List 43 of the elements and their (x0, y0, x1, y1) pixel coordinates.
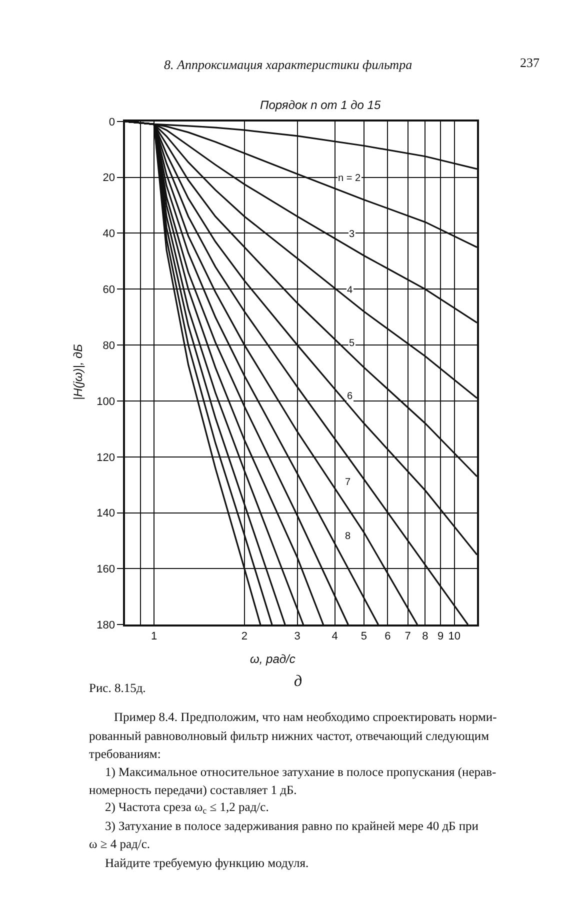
annotation: 4 (347, 285, 353, 296)
x-tick-label: 3 (294, 630, 300, 643)
annotation: 5 (349, 338, 355, 349)
x-tick-label: 4 (332, 630, 338, 643)
text: рованный равноволновый фильтр нижних частот, отвечающий следующим (89, 729, 490, 743)
chart-title: Порядок n от 1 до 15 (260, 98, 381, 112)
y-tick-label: 20 (102, 172, 115, 184)
x-tick-label: 1 (151, 630, 158, 643)
text: номерность передачи) составляет 1 дБ. (89, 783, 297, 797)
x-tick-label: 5 (360, 630, 368, 643)
text: 237 (520, 55, 540, 70)
y-tick-label: 80 (102, 340, 115, 352)
annotation: 3 (349, 229, 355, 240)
annotation: 8 (345, 531, 351, 542)
x-tick-label: 7 (404, 630, 411, 643)
text: Рис. 8.15д. (89, 681, 146, 695)
text: 2) Частота среза ω$_{c}$ ≤ 1,2 рад/с. (105, 800, 269, 816)
y-tick-label: 60 (102, 284, 115, 296)
y-tick-label: 140 (96, 508, 115, 520)
text: 8. Аппроксимация характеристики фильтра (164, 57, 413, 72)
text: 1) Максимальное относительное затухание в полосе пропускания (нерав- (105, 765, 496, 779)
x-tick-label: 10 (448, 630, 460, 643)
y-tick-label: 160 (96, 564, 115, 576)
y-tick-label: 180 (96, 619, 115, 632)
text: 3) Затухание в полосе задерживания равно по крайней мере 40 дБ при (105, 819, 479, 833)
y-tick-label: 0 (108, 116, 115, 128)
annotation: 6 (347, 391, 353, 402)
text: требованиям: (89, 747, 161, 761)
text: ω ≥ 4 рад/с. (89, 837, 150, 851)
x-tick-label: 9 (438, 630, 444, 643)
text: Пример 8.4. Предположим, что нам необходимо спроектировать норми- (114, 710, 497, 724)
annotation: 7 (345, 477, 351, 488)
x-axis-title: ω, рад/с (250, 652, 296, 666)
annotation: n = 2 (338, 173, 361, 184)
y-tick-label: 40 (102, 228, 115, 240)
y-axis-title: |H(jω)|, дБ (70, 344, 85, 400)
y-tick-label: 100 (96, 396, 115, 408)
x-tick-label: 2 (241, 630, 248, 643)
text: д (294, 673, 302, 690)
x-tick-label: 8 (422, 630, 428, 643)
text: Найдите требуемую функцию модуля. (105, 856, 309, 870)
y-tick-label: 120 (96, 452, 115, 464)
x-tick-label: 6 (384, 630, 391, 643)
